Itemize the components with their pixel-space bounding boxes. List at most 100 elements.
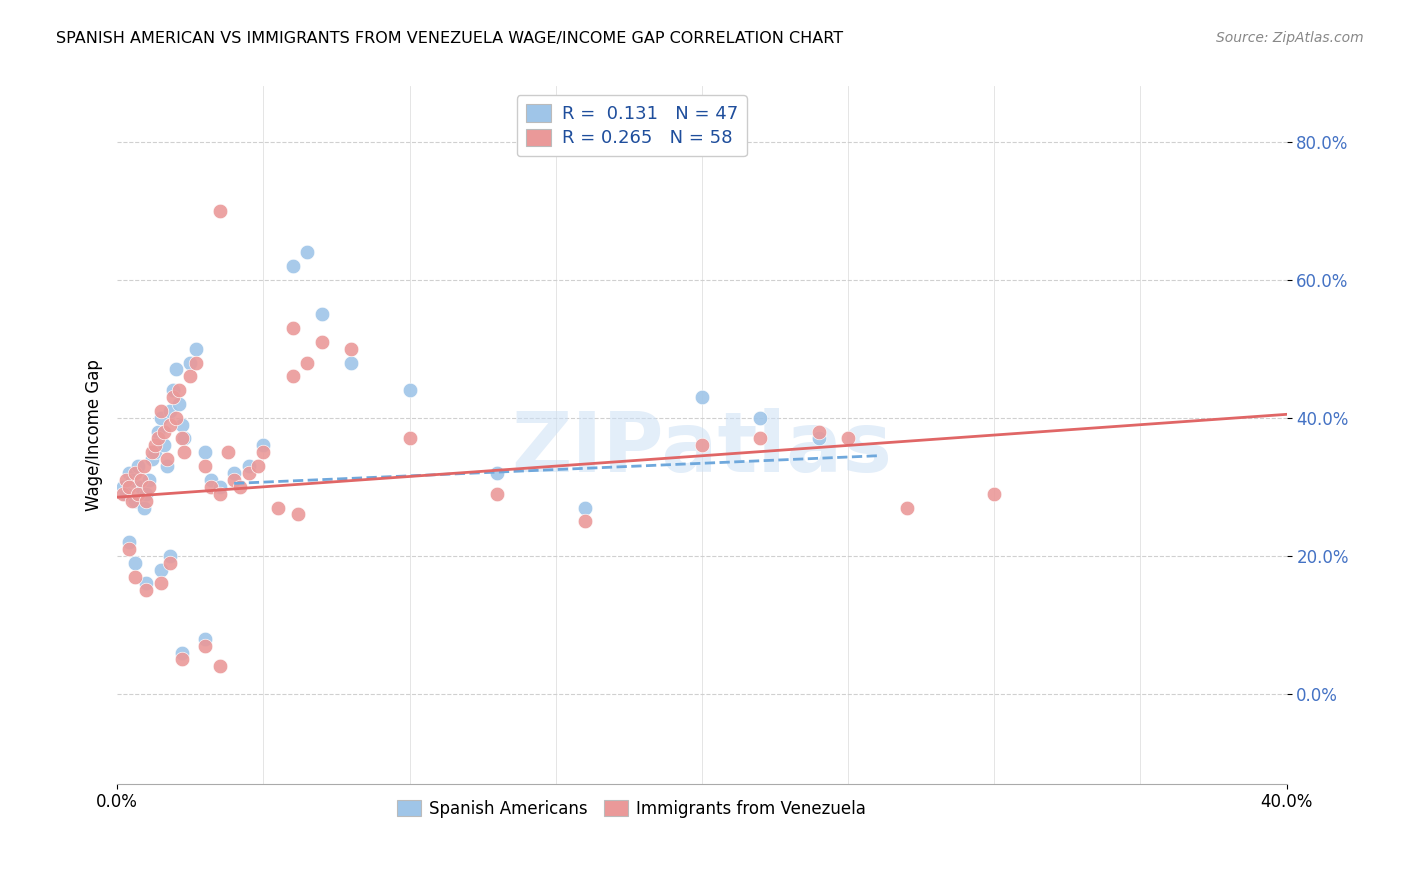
Point [297, 355, 319, 369]
Point [807, 425, 830, 439]
Point [115, 473, 138, 487]
Point [162, 390, 184, 404]
Point [129, 480, 152, 494]
Point [574, 500, 596, 515]
Point [281, 321, 304, 335]
Point [135, 576, 157, 591]
Point [200, 480, 222, 494]
Point [690, 390, 713, 404]
Point [118, 466, 141, 480]
Point [208, 659, 231, 673]
Text: ZIPatlas: ZIPatlas [512, 409, 893, 490]
Point [184, 355, 207, 369]
Point [267, 500, 290, 515]
Point [167, 397, 190, 411]
Point [141, 452, 163, 467]
Point [179, 355, 201, 369]
Point [246, 459, 269, 474]
Point [229, 480, 252, 494]
Point [896, 500, 918, 515]
Point [127, 459, 149, 474]
Point [200, 473, 222, 487]
Point [311, 307, 333, 321]
Point [173, 432, 195, 446]
Point [159, 417, 181, 432]
Point [297, 245, 319, 260]
Point [150, 410, 173, 425]
Point [170, 652, 193, 666]
Point [118, 535, 141, 549]
Point [112, 487, 135, 501]
Point [124, 569, 146, 583]
Point [146, 432, 169, 446]
Point [340, 355, 363, 369]
Point [159, 556, 181, 570]
Point [165, 410, 187, 425]
Point [208, 203, 231, 218]
Point [124, 466, 146, 480]
Point [150, 576, 173, 591]
Point [194, 459, 217, 474]
Point [184, 342, 207, 356]
Point [252, 438, 274, 452]
Point [287, 508, 309, 522]
Point [208, 480, 231, 494]
Point [807, 432, 830, 446]
Point [224, 466, 246, 480]
Point [118, 480, 141, 494]
Point [340, 342, 363, 356]
Point [281, 259, 304, 273]
Point [281, 369, 304, 384]
Point [194, 445, 217, 459]
Point [143, 438, 166, 452]
Point [217, 445, 239, 459]
Point [224, 473, 246, 487]
Point [398, 432, 420, 446]
Point [121, 493, 143, 508]
Point [153, 438, 176, 452]
Point [165, 362, 187, 376]
Point [115, 487, 138, 501]
Point [159, 549, 181, 563]
Point [194, 639, 217, 653]
Point [146, 425, 169, 439]
Point [135, 493, 157, 508]
Point [150, 563, 173, 577]
Point [170, 417, 193, 432]
Point [150, 404, 173, 418]
Point [118, 541, 141, 556]
Point [162, 383, 184, 397]
Point [311, 334, 333, 349]
Point [121, 473, 143, 487]
Point [398, 383, 420, 397]
Point [486, 466, 509, 480]
Point [749, 410, 772, 425]
Point [135, 487, 157, 501]
Point [170, 432, 193, 446]
Point [574, 514, 596, 528]
Point [167, 383, 190, 397]
Point [252, 445, 274, 459]
Point [749, 432, 772, 446]
Text: SPANISH AMERICAN VS IMMIGRANTS FROM VENEZUELA WAGE/INCOME GAP CORRELATION CHART: SPANISH AMERICAN VS IMMIGRANTS FROM VENE… [56, 31, 844, 46]
Point [132, 459, 155, 474]
Point [129, 473, 152, 487]
Y-axis label: Wage/Income Gap: Wage/Income Gap [86, 359, 103, 511]
Point [238, 459, 260, 474]
Point [837, 432, 859, 446]
Point [124, 493, 146, 508]
Point [112, 480, 135, 494]
Point [138, 480, 160, 494]
Text: Source: ZipAtlas.com: Source: ZipAtlas.com [1216, 31, 1364, 45]
Point [156, 452, 179, 467]
Point [127, 487, 149, 501]
Point [141, 445, 163, 459]
Point [238, 466, 260, 480]
Point [173, 445, 195, 459]
Point [156, 459, 179, 474]
Point [138, 473, 160, 487]
Point [170, 646, 193, 660]
Point [983, 487, 1005, 501]
Point [132, 500, 155, 515]
Point [124, 556, 146, 570]
